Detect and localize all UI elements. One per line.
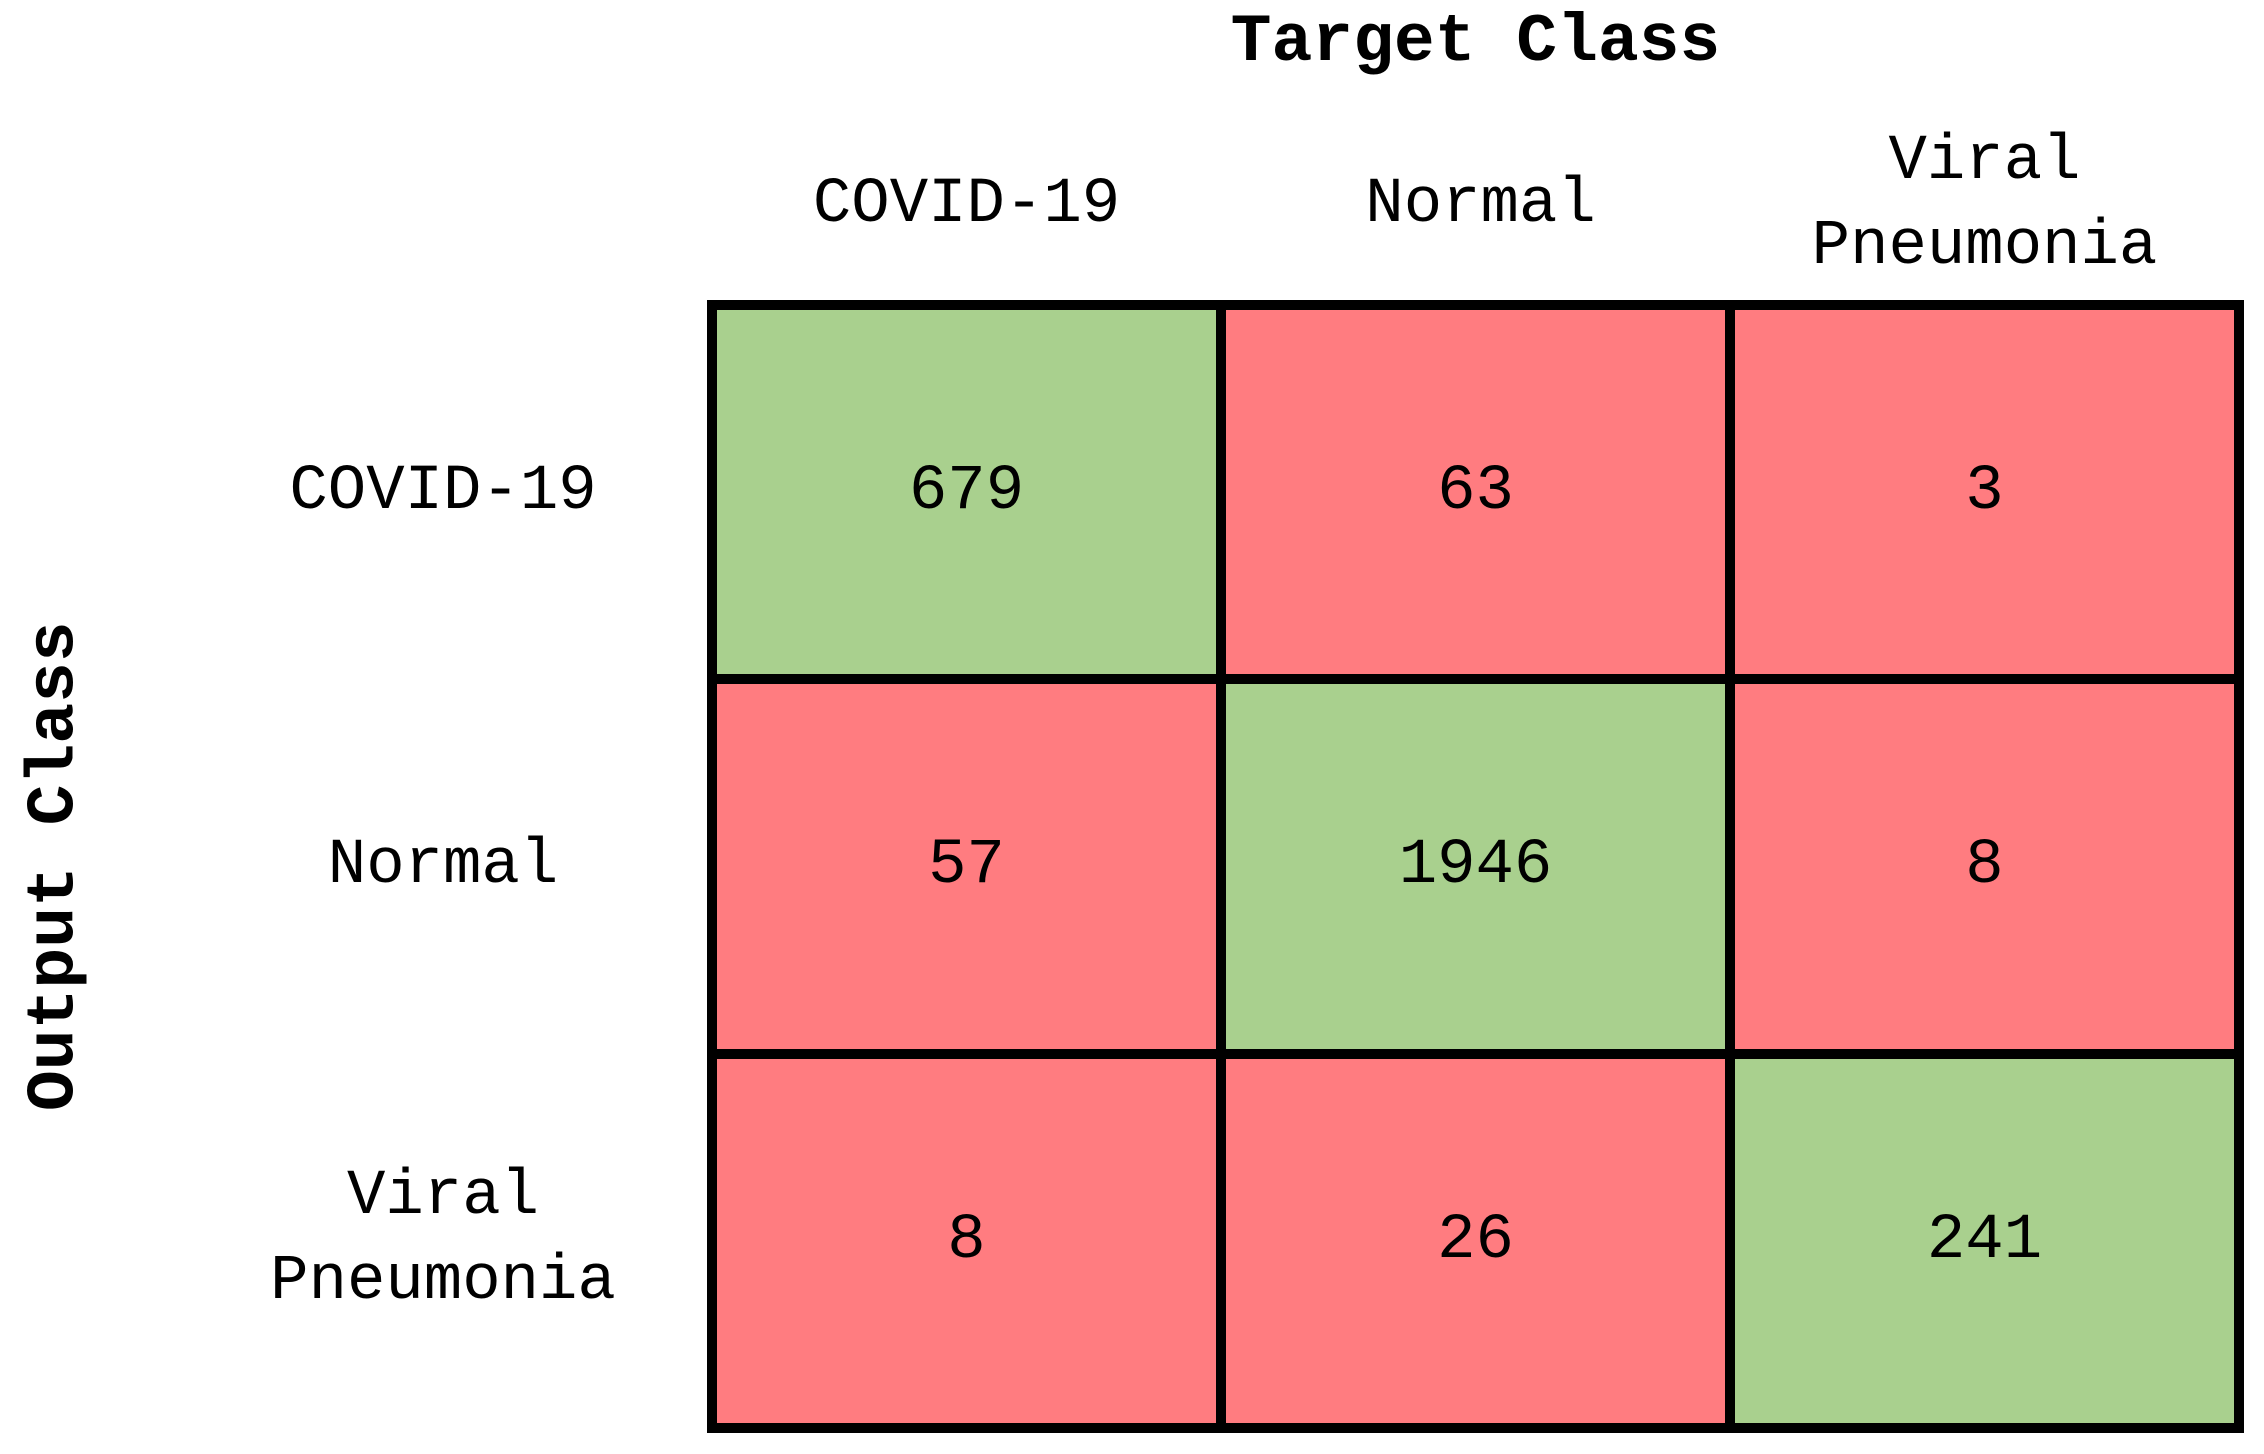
confusion-matrix-grid: 679 63 3 57 1946 8 8 26 241 (707, 300, 2244, 1433)
row-header-normal: Normal (327, 829, 559, 902)
cell-normal-covid19: 57 (717, 684, 1216, 1049)
cell-covid19-viral-pneumonia: 3 (1735, 310, 2234, 675)
col-header-covid19: COVID-19 (812, 168, 1121, 241)
cell-viral-pneumonia-covid19: 8 (717, 1058, 1216, 1423)
row-header-viral-pneumonia: Viral Pneumonia (270, 1161, 616, 1318)
cell-normal-normal: 1946 (1226, 684, 1725, 1049)
row-header-covid19: COVID-19 (289, 455, 597, 528)
cell-covid19-normal: 63 (1226, 310, 1725, 675)
cell-covid19-covid19: 679 (717, 310, 1216, 675)
col-header-viral-pneumonia: Viral Pneumonia (1811, 126, 2158, 283)
cell-viral-pneumonia-normal: 26 (1226, 1058, 1725, 1423)
cell-viral-pneumonia-viral-pneumonia: 241 (1735, 1058, 2234, 1423)
cell-normal-viral-pneumonia: 8 (1735, 684, 2234, 1049)
y-axis-title: Output Class (16, 621, 94, 1112)
x-axis-title: Target Class (1230, 3, 1721, 81)
col-header-normal: Normal (1365, 168, 1596, 241)
